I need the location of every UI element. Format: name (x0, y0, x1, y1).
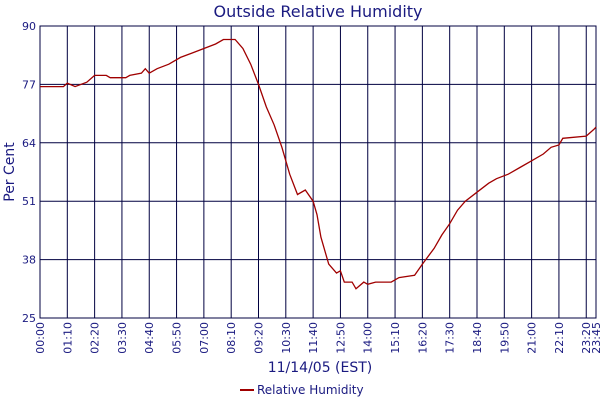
x-tick-label: 05:50 (171, 322, 184, 354)
x-tick-label: 14:00 (362, 322, 375, 354)
x-axis-label: 11/14/05 (EST) (268, 360, 373, 376)
legend-label: Relative Humidity (257, 383, 364, 397)
chart-title: Outside Relative Humidity (213, 2, 422, 21)
x-tick-label: 21:00 (526, 322, 539, 354)
x-tick-label: 00:00 (34, 322, 47, 354)
x-tick-label: 07:00 (198, 322, 211, 354)
y-tick-label: 51 (22, 195, 36, 208)
y-tick-label: 77 (22, 78, 36, 91)
x-tick-label: 09:20 (252, 322, 265, 354)
x-tick-label: 18:40 (471, 322, 484, 354)
y-tick-label: 90 (22, 20, 36, 33)
data-line (40, 38, 597, 290)
x-tick-label: 15:10 (389, 322, 402, 354)
x-tick-label: 17:30 (444, 322, 457, 354)
plot-border (39, 25, 597, 319)
x-tick-label: 08:10 (225, 322, 238, 354)
x-tick-label: 19:50 (498, 322, 511, 354)
x-tick-label: 02:20 (89, 322, 102, 354)
x-tick-label: 22:10 (553, 322, 566, 354)
x-tick-label: 23:20 (580, 322, 593, 354)
y-axis-label: Per Cent (2, 142, 18, 202)
y-tick-label: 25 (22, 312, 36, 325)
x-tick-label: 16:20 (416, 322, 429, 354)
x-tick-label: 04:40 (143, 322, 156, 354)
x-tick-label: 01:10 (61, 322, 74, 354)
y-tick-label: 38 (22, 254, 36, 267)
x-tick-label: 03:30 (116, 322, 129, 354)
x-tick-label: 11:40 (307, 322, 320, 354)
x-tick-label: 10:30 (280, 322, 293, 354)
x-tick-label: 12:50 (334, 322, 347, 354)
y-tick-label: 64 (22, 137, 36, 150)
x-tick-label: 23:45 (590, 322, 600, 354)
